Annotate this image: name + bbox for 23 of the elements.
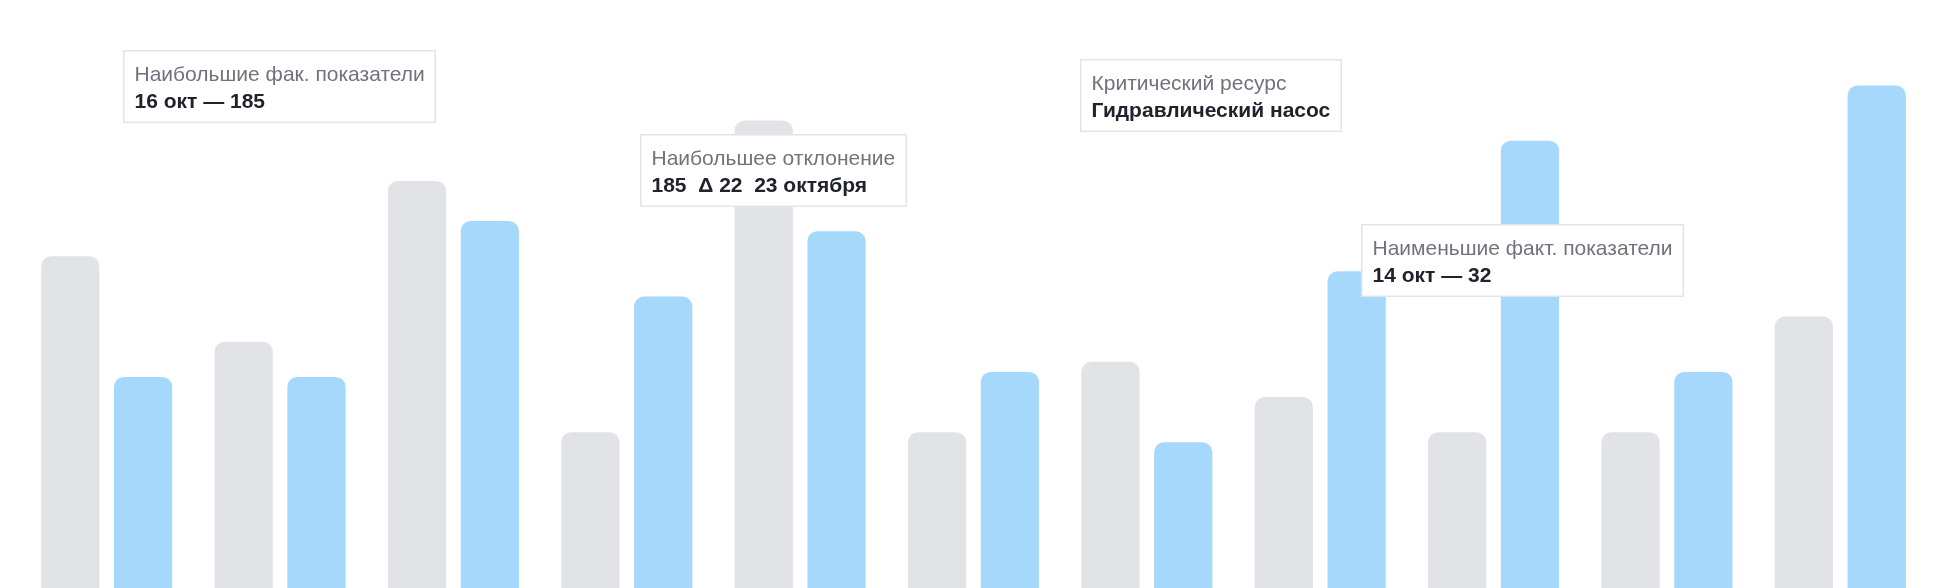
bar: [214, 341, 273, 588]
bar: [41, 256, 100, 588]
bar: [113, 376, 173, 588]
bar: [1081, 361, 1140, 588]
bar: [980, 371, 1040, 588]
bar: [287, 376, 346, 588]
bar: [634, 296, 693, 588]
annotation: Наименьшие факт. показатели 14 окт — 32: [1372, 235, 1673, 286]
bar: [1847, 85, 1906, 588]
annotation: Наибольшее отклонение 185 Δ 22 23 октября: [651, 145, 896, 196]
bar: [460, 221, 519, 588]
bar: [907, 432, 967, 588]
annotation: Критический ресурс Гидравлический насос: [1091, 70, 1331, 121]
bar: [1428, 432, 1487, 588]
bar: [1674, 371, 1733, 588]
bar: [807, 231, 866, 588]
bar: [561, 432, 620, 588]
annotation: Наибольшие фак. показатели 16 окт — 185: [134, 61, 425, 112]
bar: [1601, 432, 1660, 588]
bar: [1154, 442, 1213, 588]
bar: [1254, 397, 1313, 588]
bar: [387, 180, 447, 588]
bar: [1774, 316, 1834, 588]
